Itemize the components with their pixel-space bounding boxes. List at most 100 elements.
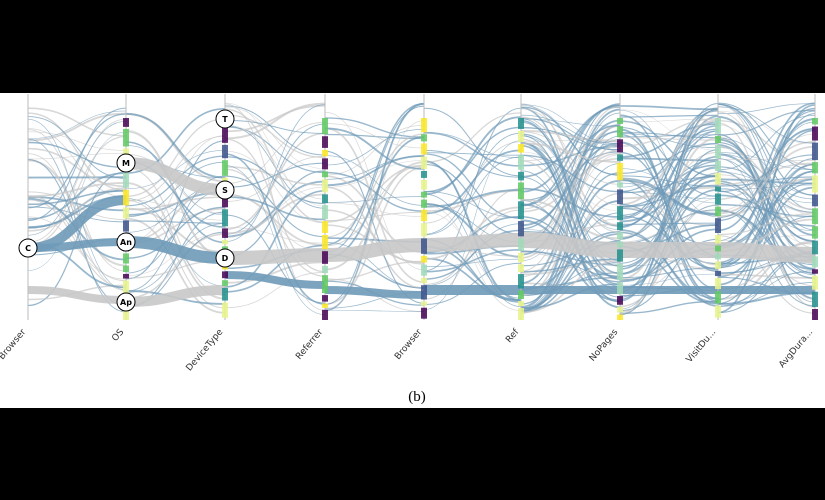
flow <box>619 229 719 304</box>
axis-segment <box>322 149 328 157</box>
flow <box>224 104 326 243</box>
flow <box>27 119 127 291</box>
axis-segment <box>123 207 129 219</box>
flow <box>717 170 816 275</box>
flow <box>125 108 226 174</box>
axis-segment <box>222 228 228 238</box>
flow <box>125 199 226 221</box>
band <box>224 271 326 289</box>
flow <box>224 124 326 200</box>
axis-segment <box>421 277 427 284</box>
band <box>27 286 127 304</box>
flow <box>520 118 621 267</box>
flow <box>717 170 816 268</box>
flow <box>520 142 621 227</box>
flow <box>324 123 425 149</box>
flow <box>520 141 621 286</box>
axis-segment <box>617 296 623 305</box>
axis-segment <box>322 295 328 302</box>
flow <box>224 106 326 169</box>
flow <box>717 102 816 232</box>
axis-segment <box>812 208 818 225</box>
flow <box>619 186 719 200</box>
axis-segment <box>322 234 328 250</box>
flow <box>324 133 425 140</box>
flow <box>619 131 719 139</box>
flow <box>520 130 621 230</box>
flow <box>423 206 522 261</box>
flow <box>520 258 621 273</box>
flow <box>619 175 719 264</box>
flow <box>125 161 226 218</box>
node-label: D <box>222 254 229 263</box>
flow <box>27 128 127 198</box>
axis-segment <box>322 136 328 148</box>
flow <box>27 110 127 140</box>
axis-segment <box>812 291 818 308</box>
flow <box>125 233 226 299</box>
node <box>116 292 136 312</box>
flow <box>717 154 816 193</box>
node <box>215 248 235 268</box>
flow <box>27 187 127 232</box>
flow <box>520 108 621 206</box>
flow <box>224 108 326 224</box>
axis-segment <box>421 143 427 155</box>
axis-segment <box>222 144 228 159</box>
band <box>324 286 425 299</box>
flow <box>619 136 719 141</box>
axis-segment <box>222 209 228 227</box>
flow <box>27 191 127 221</box>
flow <box>125 198 226 287</box>
flow <box>27 112 127 142</box>
band <box>717 242 816 263</box>
axis-segment <box>715 218 721 234</box>
axis-segment <box>715 253 721 260</box>
flow <box>27 107 127 137</box>
axis-segment <box>617 118 623 125</box>
flow <box>27 152 127 160</box>
axis-segment <box>617 189 623 205</box>
axis-segment <box>812 194 818 207</box>
node <box>116 153 136 173</box>
flow <box>619 108 719 293</box>
axis-segment <box>518 144 524 153</box>
flow <box>423 132 522 235</box>
flow <box>619 179 719 216</box>
axis-segment <box>421 199 427 208</box>
axis-segment <box>812 269 818 274</box>
flow <box>27 116 127 179</box>
flow <box>224 150 326 224</box>
flow <box>520 126 621 151</box>
flow <box>224 114 326 159</box>
axis-segment <box>617 154 623 161</box>
flow <box>423 257 522 302</box>
node-label: C <box>25 244 31 253</box>
axis-segment <box>812 175 818 193</box>
axis-segment <box>123 273 129 279</box>
node-label: Ap <box>120 298 132 307</box>
flow <box>224 261 326 284</box>
flow <box>520 107 621 281</box>
axis-segment <box>421 156 427 169</box>
flow <box>619 203 719 270</box>
flow <box>224 102 326 140</box>
flow <box>27 135 127 247</box>
axis-segment <box>518 130 524 143</box>
flow <box>520 283 621 310</box>
flow <box>324 171 425 212</box>
axis-segment <box>421 238 427 254</box>
flow <box>619 128 719 193</box>
axis-segment <box>421 170 427 178</box>
axis-segment <box>222 287 228 301</box>
flow <box>520 219 621 302</box>
axis-segment <box>518 221 524 237</box>
flow <box>224 119 326 134</box>
flow <box>224 104 326 133</box>
flow <box>520 119 621 256</box>
axis-segment <box>812 126 818 141</box>
flow <box>27 141 127 169</box>
flow <box>27 190 127 206</box>
flow <box>717 215 816 268</box>
axis-segment <box>421 191 427 198</box>
